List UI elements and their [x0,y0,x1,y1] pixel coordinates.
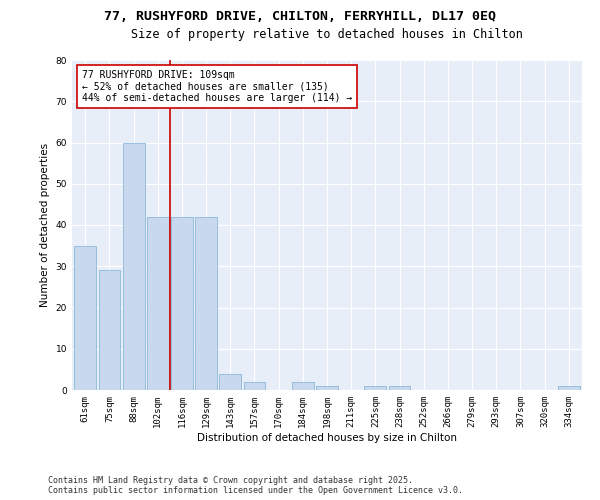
Bar [244,382,265,390]
Bar [147,217,169,390]
Bar [364,386,386,390]
Title: Size of property relative to detached houses in Chilton: Size of property relative to detached ho… [131,28,523,41]
Bar [220,374,241,390]
Bar [316,386,338,390]
Bar [558,386,580,390]
Bar [171,217,193,390]
Bar [74,246,96,390]
X-axis label: Distribution of detached houses by size in Chilton: Distribution of detached houses by size … [197,432,457,442]
Bar [98,270,121,390]
Text: 77 RUSHYFORD DRIVE: 109sqm
← 52% of detached houses are smaller (135)
44% of sem: 77 RUSHYFORD DRIVE: 109sqm ← 52% of deta… [82,70,352,103]
Text: 77, RUSHYFORD DRIVE, CHILTON, FERRYHILL, DL17 0EQ: 77, RUSHYFORD DRIVE, CHILTON, FERRYHILL,… [104,10,496,23]
Bar [389,386,410,390]
Bar [123,142,145,390]
Bar [292,382,314,390]
Text: Contains HM Land Registry data © Crown copyright and database right 2025.
Contai: Contains HM Land Registry data © Crown c… [48,476,463,495]
Bar [195,217,217,390]
Y-axis label: Number of detached properties: Number of detached properties [40,143,50,307]
